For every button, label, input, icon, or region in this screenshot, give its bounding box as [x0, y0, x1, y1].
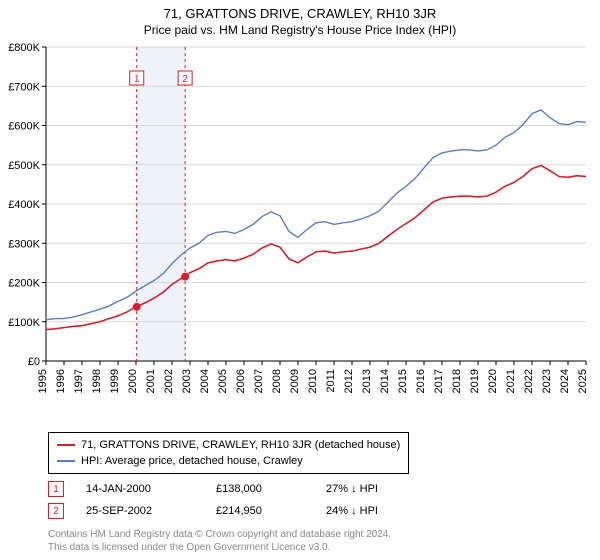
svg-text:2019: 2019: [469, 369, 481, 393]
svg-text:2011: 2011: [325, 369, 337, 393]
svg-text:1996: 1996: [55, 369, 67, 393]
svg-text:2001: 2001: [145, 369, 157, 393]
svg-text:2010: 2010: [307, 369, 319, 393]
svg-text:2025: 2025: [577, 369, 589, 393]
footer-line-1: Contains HM Land Registry data © Crown c…: [48, 528, 391, 541]
svg-text:£500K: £500K: [8, 160, 40, 172]
legend-swatch: [57, 460, 75, 462]
legend-item: 71, GRATTONS DRIVE, CRAWLEY, RH10 3JR (d…: [57, 437, 400, 453]
svg-text:£100K: £100K: [8, 317, 40, 329]
svg-text:2003: 2003: [181, 369, 193, 393]
chart-svg: £0 £100K £200K £300K £400K £500K £600K £700K £80…: [0, 41, 600, 421]
sale-row: 1 14-JAN-2000£138,00027% ↓ HPI: [48, 478, 426, 500]
svg-text:2009: 2009: [289, 369, 301, 393]
sale-relative: 24% ↓ HPI: [326, 505, 426, 517]
svg-text:2005: 2005: [217, 369, 229, 393]
footer-line-2: This data is licensed under the Open Gov…: [48, 541, 391, 554]
svg-text:2023: 2023: [541, 369, 553, 393]
sale-date: 25-SEP-2002: [86, 505, 216, 517]
svg-text:1998: 1998: [91, 369, 103, 393]
chart-title: 71, GRATTONS DRIVE, CRAWLEY, RH10 3JR: [0, 0, 600, 21]
legend-label: 71, GRATTONS DRIVE, CRAWLEY, RH10 3JR (d…: [81, 437, 400, 453]
svg-text:2004: 2004: [199, 369, 211, 393]
svg-text:£800K: £800K: [8, 42, 40, 54]
legend-item: HPI: Average price, detached house, Craw…: [57, 453, 400, 469]
svg-text:2021: 2021: [505, 369, 517, 393]
svg-text:2007: 2007: [253, 369, 265, 393]
svg-text:2013: 2013: [361, 369, 373, 393]
svg-text:2020: 2020: [487, 369, 499, 393]
svg-text:1997: 1997: [73, 369, 85, 393]
sale-row: 2 25-SEP-2002£214,95024% ↓ HPI: [48, 500, 426, 522]
svg-text:2002: 2002: [163, 369, 175, 393]
svg-text:2018: 2018: [451, 369, 463, 393]
sale-marker: 2: [48, 503, 64, 519]
svg-text:2017: 2017: [433, 369, 445, 393]
legend-swatch: [57, 444, 75, 446]
svg-text:£400K: £400K: [8, 199, 40, 211]
svg-text:1995: 1995: [37, 369, 49, 393]
sale-price: £214,950: [216, 505, 326, 517]
svg-text:£300K: £300K: [8, 238, 40, 250]
footer-note: Contains HM Land Registry data © Crown c…: [48, 528, 391, 554]
svg-text:2000: 2000: [127, 369, 139, 393]
sale-price: £138,000: [216, 483, 326, 495]
svg-text:2024: 2024: [559, 369, 571, 393]
sale-date: 14-JAN-2000: [86, 483, 216, 495]
svg-text:£600K: £600K: [8, 121, 40, 133]
svg-text:1: 1: [134, 74, 140, 85]
sales-table: 1 14-JAN-2000£138,00027% ↓ HPI 2 25-SEP-200…: [48, 478, 426, 522]
legend-box: 71, GRATTONS DRIVE, CRAWLEY, RH10 3JR (d…: [48, 432, 409, 474]
svg-text:£0: £0: [28, 356, 40, 368]
svg-text:2: 2: [182, 74, 188, 85]
sale-relative: 27% ↓ HPI: [326, 483, 426, 495]
svg-text:2008: 2008: [271, 369, 283, 393]
svg-text:2006: 2006: [235, 369, 247, 393]
legend-label: HPI: Average price, detached house, Craw…: [81, 453, 303, 469]
svg-text:£200K: £200K: [8, 278, 40, 290]
svg-text:2022: 2022: [523, 369, 535, 393]
chart-subtitle: Price paid vs. HM Land Registry's House …: [0, 21, 600, 41]
svg-text:2014: 2014: [379, 369, 391, 393]
svg-text:2015: 2015: [397, 369, 409, 393]
svg-text:2012: 2012: [343, 369, 355, 393]
svg-text:1999: 1999: [109, 369, 121, 393]
svg-text:2016: 2016: [415, 369, 427, 393]
chart-area: £0 £100K £200K £300K £400K £500K £600K £700K £80…: [0, 41, 600, 421]
svg-text:£700K: £700K: [8, 81, 40, 93]
sale-marker: 1: [48, 481, 64, 497]
